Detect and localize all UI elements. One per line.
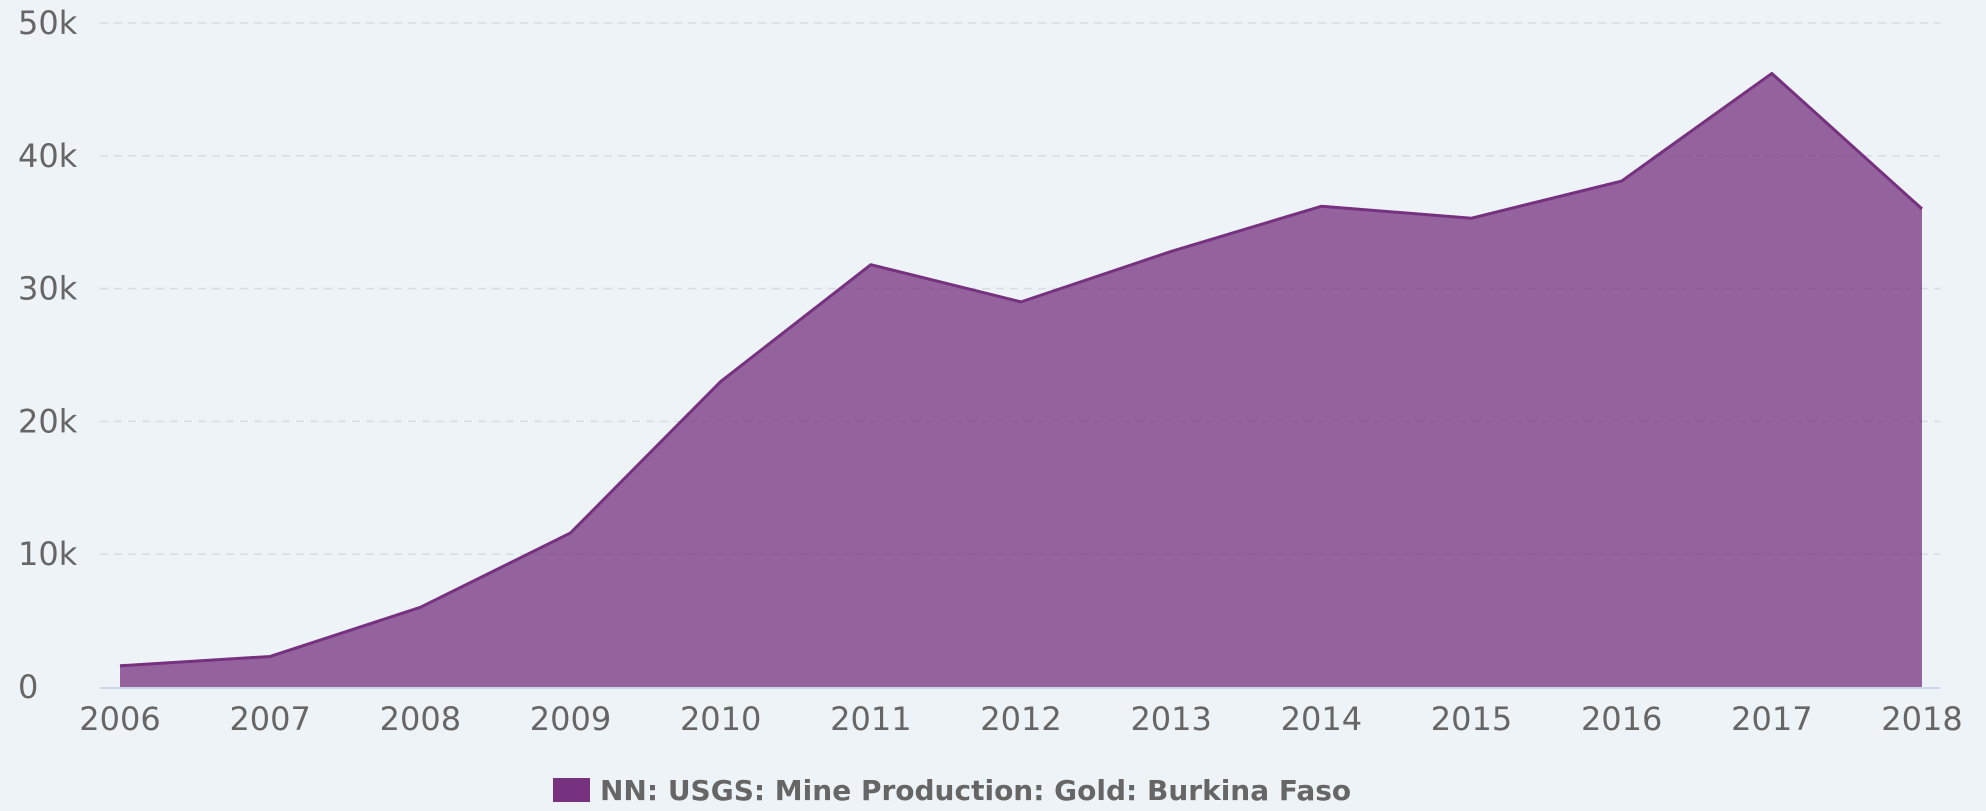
data-point[interactable] <box>1769 70 1775 76</box>
series-area[interactable] <box>120 73 1922 688</box>
x-tick-label: 2013 <box>1130 700 1211 738</box>
data-point[interactable] <box>1919 206 1925 212</box>
y-tick-label: 50k <box>18 4 78 42</box>
y-tick-label: 20k <box>18 402 78 440</box>
data-point[interactable] <box>1168 248 1174 254</box>
x-tick-label: 2006 <box>79 700 160 738</box>
y-tick-label: 30k <box>18 270 78 308</box>
data-point[interactable] <box>1469 215 1475 221</box>
data-point[interactable] <box>718 379 724 385</box>
y-tick-label: 0 <box>18 668 38 706</box>
x-tick-label: 2011 <box>830 700 911 738</box>
data-point[interactable] <box>868 262 874 268</box>
x-tick-label: 2012 <box>980 700 1061 738</box>
data-point[interactable] <box>267 653 273 659</box>
plot-area <box>117 70 1925 688</box>
data-point[interactable] <box>568 530 574 536</box>
y-tick-label: 40k <box>18 137 78 175</box>
series-line[interactable] <box>119 71 1924 668</box>
legend-label[interactable]: NN: USGS: Mine Production: Gold: Burkina… <box>600 774 1351 807</box>
x-tick-label: 2017 <box>1731 700 1812 738</box>
data-point[interactable] <box>1619 178 1625 184</box>
x-tick-label: 2009 <box>530 700 611 738</box>
data-point[interactable] <box>1018 299 1024 305</box>
x-tick-label: 2014 <box>1281 700 1362 738</box>
data-point[interactable] <box>117 663 123 669</box>
y-axis: 0 10k 20k 30k 40k 50k <box>18 4 78 706</box>
x-axis: 2006 2007 2008 2009 2010 2011 2012 2013 2014 2015… <box>79 700 1962 738</box>
x-tick-label: 2008 <box>380 700 461 738</box>
data-point[interactable] <box>417 604 423 610</box>
x-tick-label: 2018 <box>1881 700 1962 738</box>
x-tick-label: 2016 <box>1581 700 1662 738</box>
x-tick-label: 2015 <box>1431 700 1512 738</box>
x-tick-label: 2007 <box>229 700 310 738</box>
y-tick-label: 10k <box>18 535 78 573</box>
x-tick-label: 2010 <box>680 700 761 738</box>
legend-swatch[interactable] <box>553 778 590 802</box>
data-point[interactable] <box>1318 203 1324 209</box>
legend[interactable]: NN: USGS: Mine Production: Gold: Burkina… <box>553 774 1351 807</box>
